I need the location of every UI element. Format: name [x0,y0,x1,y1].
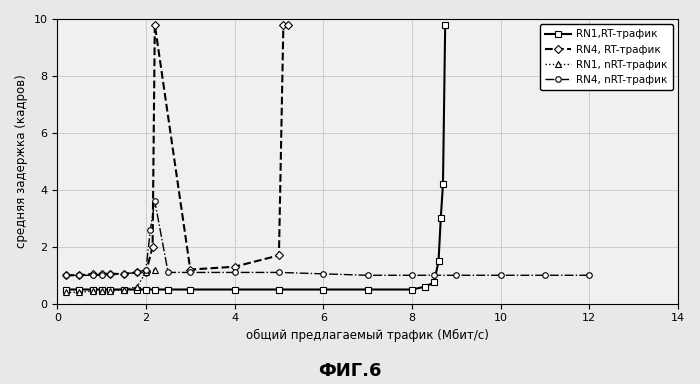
RN1, nRT-трафик [133,285,141,289]
RN4, RT-трафик [120,271,128,276]
RN4, nRT-трафик [120,271,128,276]
RN4, RT-трафик [148,245,157,249]
RN1, nRT-трафик [120,287,128,292]
Y-axis label: средняя задержка (кадров): средняя задержка (кадров) [15,74,28,248]
RN1,RT-трафик [439,182,447,187]
RN4, RT-трафик [106,271,115,276]
RN1,RT-трафик [133,287,141,292]
RN1,RT-трафик [407,287,416,292]
RN4, nRT-трафик [319,271,328,276]
RN1,RT-трафик [106,287,115,292]
RN1,RT-трафик [88,287,97,292]
RN4, RT-трафик [133,270,141,275]
RN4, RT-трафик [274,253,283,258]
RN1,RT-трафик [186,287,195,292]
RN1, nRT-трафик [106,289,115,293]
Line: RN1,RT-трафик: RN1,RT-трафик [64,22,448,292]
RN1,RT-трафик [274,287,283,292]
RN1,RT-трафик [141,287,150,292]
RN1,RT-трафик [164,287,172,292]
RN1,RT-трафик [97,287,106,292]
RN1,RT-трафик [434,259,442,263]
RN4, RT-трафик [141,270,150,275]
RN4, nRT-трафик [274,270,283,275]
RN1,RT-трафик [441,22,449,27]
RN4, nRT-трафик [97,273,106,278]
RN1,RT-трафик [75,287,83,292]
RN1,RT-трафик [363,287,372,292]
RN4, RT-трафик [62,273,70,278]
RN4, RT-трафик [97,271,106,276]
RN4, nRT-трафик [540,273,549,278]
RN4, nRT-трафик [88,273,97,278]
RN1,RT-трафик [230,287,239,292]
RN4, nRT-трафик [133,270,141,275]
Text: ФИГ.6: ФИГ.6 [318,362,382,380]
RN4, nRT-трафик [150,199,159,204]
RN1,RT-трафик [319,287,328,292]
RN4, nRT-трафик [585,273,594,278]
RN4, nRT-трафик [146,227,155,232]
RN1, nRT-трафик [88,289,97,293]
X-axis label: общий предлагаемый трафик (Мбит/с): общий предлагаемый трафик (Мбит/с) [246,329,489,342]
RN4, nRT-трафик [141,267,150,272]
RN4, RT-трафик [150,22,159,27]
RN4, nRT-трафик [452,273,461,278]
RN1, nRT-трафик [141,270,150,275]
Line: RN1, nRT-трафик: RN1, nRT-трафик [64,267,158,295]
RN1, nRT-трафик [62,290,70,295]
RN1, nRT-трафик [97,289,106,293]
Line: RN4, RT-трафик: RN4, RT-трафик [64,22,290,278]
RN4, nRT-трафик [496,273,505,278]
Legend: RN1,RT-трафик, RN4, RT-трафик, RN1, nRT-трафик, RN4, nRT-трафик: RN1,RT-трафик, RN4, RT-трафик, RN1, nRT-… [540,24,673,90]
RN4, RT-трафик [279,22,288,27]
RN1,RT-трафик [62,287,70,292]
RN4, nRT-трафик [62,273,70,278]
RN4, nRT-трафик [186,270,195,275]
RN4, nRT-трафик [164,270,172,275]
RN1,RT-трафик [421,285,429,289]
RN1,RT-трафик [430,280,438,285]
RN4, RT-трафик [75,273,83,278]
RN1, nRT-трафик [75,290,83,295]
RN1, nRT-трафик [150,267,159,272]
RN4, nRT-трафик [106,271,115,276]
RN4, nRT-трафик [363,273,372,278]
RN4, nRT-трафик [407,273,416,278]
Line: RN4, nRT-трафик: RN4, nRT-трафик [64,199,592,278]
RN4, nRT-трафик [430,273,438,278]
RN1,RT-трафик [437,216,445,221]
RN4, nRT-трафик [230,270,239,275]
RN4, RT-трафик [186,267,195,272]
RN4, RT-трафик [230,265,239,269]
RN1,RT-трафик [150,287,159,292]
RN4, RT-трафик [88,271,97,276]
RN1,RT-трафик [120,287,128,292]
RN4, RT-трафик [284,22,292,27]
RN4, nRT-трафик [75,273,83,278]
